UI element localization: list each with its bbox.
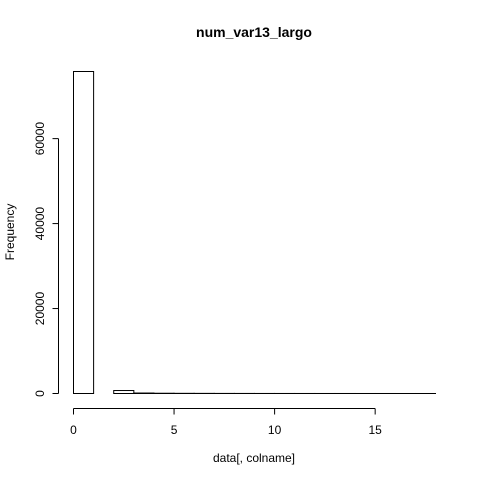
x-tick-label: 10 [268, 423, 282, 437]
y-tick-label: 40000 [33, 207, 47, 241]
bars-group [73, 71, 436, 395]
chart-title: num_var13_largo [196, 24, 312, 40]
y-tick-label: 20000 [33, 292, 47, 326]
x-tick-label: 0 [70, 423, 77, 437]
y-tick-label: 0 [33, 390, 47, 397]
x-axis-label: data[, colname] [213, 451, 295, 465]
y-axis: 0 20000 40000 60000 [33, 122, 59, 397]
histogram-bar [73, 71, 95, 394]
x-tick-label: 5 [171, 423, 178, 437]
y-axis-label: Frequency [3, 204, 17, 261]
x-tick-label: 15 [368, 423, 382, 437]
y-tick-label: 60000 [33, 122, 47, 156]
histogram-bar [113, 390, 135, 395]
x-axis: 0 5 10 15 [70, 408, 382, 437]
